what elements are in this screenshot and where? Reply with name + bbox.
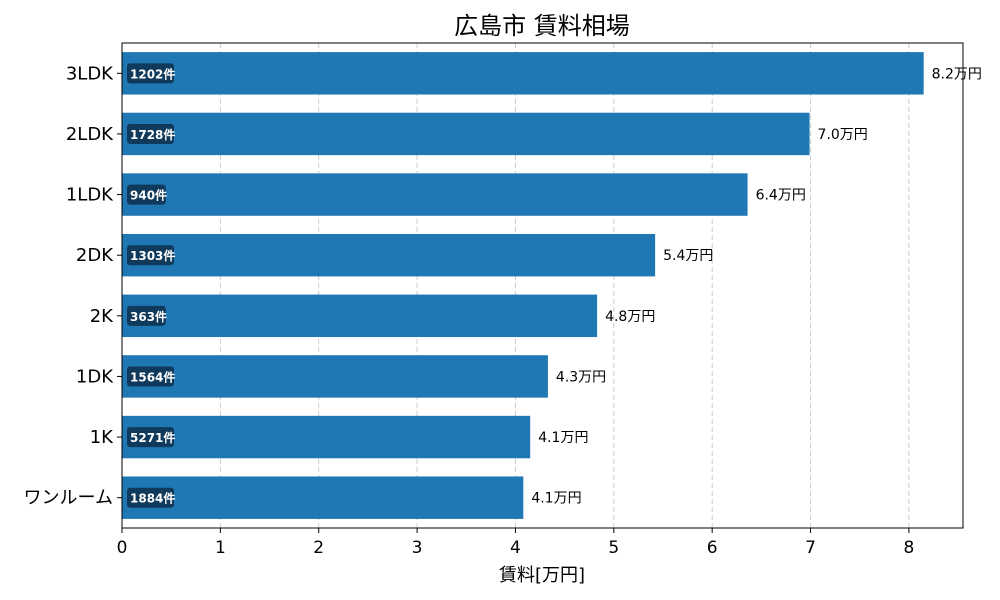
value-label: 4.1万円 (531, 491, 581, 507)
x-tick-label: 0 (117, 538, 128, 558)
x-tick-label: 5 (608, 538, 619, 558)
count-label: 5271件 (130, 430, 175, 445)
count-label: 1884件 (130, 491, 175, 506)
bar (122, 355, 548, 398)
count-badge (127, 123, 174, 144)
bar (122, 233, 656, 277)
y-axis: 3LDK 2LDK 1LDK 2DK 2K 1DK 1K ワンルーム (24, 63, 122, 509)
x-tick-label: 1 (215, 538, 226, 558)
count-badge (127, 427, 174, 448)
count-label: 1564件 (130, 369, 175, 384)
count-badge (127, 305, 166, 326)
count-label: 1728件 (130, 127, 175, 142)
bar (122, 476, 524, 519)
count-label: 1202件 (130, 66, 175, 81)
value-label: 8.2万円 (932, 66, 982, 82)
x-tick-label: 2 (313, 538, 324, 558)
chart-title: 広島市 賃料相場 (454, 12, 630, 40)
value-label: 5.4万円 (663, 248, 713, 264)
x-axis: 0 1 2 3 4 5 6 7 8 (117, 528, 914, 558)
count-badge (127, 487, 174, 508)
y-tick-label: 2K (90, 306, 114, 327)
x-tick-label: 8 (903, 538, 914, 558)
bar (122, 112, 810, 156)
y-tick-label: 1LDK (66, 185, 114, 206)
plot-frame (121, 42, 964, 529)
x-tick-label: 3 (412, 538, 423, 558)
count-label: 363件 (130, 309, 167, 324)
x-tick-label: 4 (510, 538, 521, 558)
value-label: 7.0万円 (818, 127, 868, 143)
y-tick-label: 1DK (76, 366, 114, 387)
count-badge (127, 366, 174, 387)
count-badge (127, 63, 174, 84)
bar (122, 294, 598, 338)
y-tick-label: 1K (90, 427, 114, 448)
count-label: 1303件 (130, 248, 175, 263)
bar (122, 415, 531, 459)
value-label: 4.8万円 (605, 309, 655, 325)
data-labels: 8.2万円 1202件 7.0万円 1728件 6.4万円 940件 5.4万円 1303件 4… (127, 63, 982, 508)
x-axis-label: 賃料[万円] (499, 565, 585, 586)
x-tick-label: 6 (707, 538, 718, 558)
count-badge (127, 184, 166, 205)
bar (122, 52, 924, 95)
value-label: 4.1万円 (538, 430, 588, 446)
count-label: 940件 (130, 188, 167, 203)
count-badge (127, 245, 174, 266)
y-tick-label: ワンルーム (24, 488, 113, 509)
value-label: 6.4万円 (756, 188, 806, 204)
value-label: 4.3万円 (556, 369, 606, 385)
y-tick-label: 2DK (76, 245, 114, 266)
y-tick-label: 3LDK (66, 63, 114, 84)
bars (122, 52, 924, 519)
x-tick-label: 7 (805, 538, 816, 558)
y-tick-label: 2LDK (66, 124, 114, 145)
bar (122, 173, 748, 216)
